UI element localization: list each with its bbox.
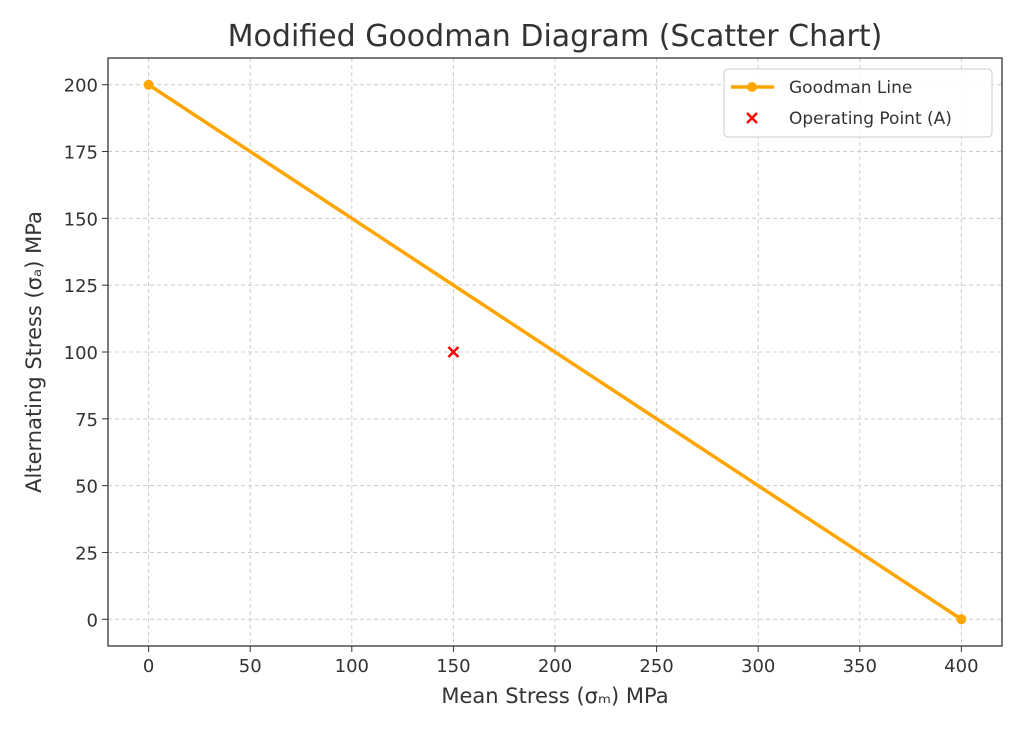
y-tick-label: 175 xyxy=(64,143,98,164)
y-tick-label: 75 xyxy=(75,410,98,431)
goodman-point xyxy=(956,614,967,625)
y-tick-label: 100 xyxy=(64,343,98,364)
marks xyxy=(143,79,967,625)
x-tick-label: 350 xyxy=(843,656,877,677)
x-axis-label: Mean Stress (σₘ) MPa xyxy=(441,684,668,708)
y-tick-label: 25 xyxy=(75,543,98,564)
y-tick-label: 150 xyxy=(64,209,98,230)
legend-goodman-label: Goodman Line xyxy=(789,78,912,98)
x-tick-label: 200 xyxy=(538,656,572,677)
y-tick-label: 50 xyxy=(75,477,98,498)
y-tick-label: 125 xyxy=(64,276,98,297)
legend-operating-point-marker xyxy=(746,112,758,124)
y-tick-label: 200 xyxy=(64,76,98,97)
legend: Goodman Line Operating Point (A) xyxy=(723,68,993,138)
y-tick-label: 0 xyxy=(87,610,98,631)
legend-goodman-marker xyxy=(747,82,757,92)
ticks: 0 50 100 150 200 250 300 350 400 0 25 50 75 100 125 150… xyxy=(64,76,979,677)
goodman-line xyxy=(147,83,963,621)
x-tick-label: 50 xyxy=(239,656,262,677)
x-tick-label: 0 xyxy=(143,656,154,677)
legend-operating-point-label: Operating Point (A) xyxy=(789,109,952,129)
legend-box xyxy=(723,68,993,138)
y-axis-label: Alternating Stress (σₐ) MPa xyxy=(22,211,46,493)
x-tick-label: 300 xyxy=(741,656,775,677)
x-tick-label: 150 xyxy=(436,656,470,677)
x-tick-label: 400 xyxy=(944,656,978,677)
operating-point-marker xyxy=(447,346,460,358)
goodman-point xyxy=(143,79,154,90)
x-tick-label: 250 xyxy=(639,656,673,677)
grid xyxy=(108,58,1002,646)
chart-title: Modified Goodman Diagram (Scatter Chart) xyxy=(228,19,883,54)
operating-point-stroke xyxy=(447,346,460,358)
x-tick-label: 100 xyxy=(335,656,369,677)
